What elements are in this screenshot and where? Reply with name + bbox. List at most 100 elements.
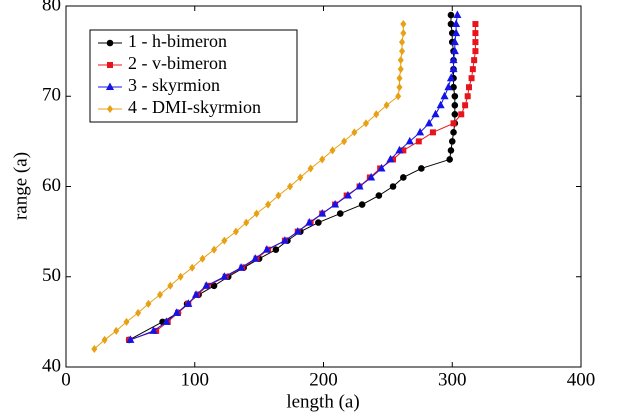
point [211,245,218,254]
point [429,129,436,136]
point [452,28,461,37]
point [106,39,114,47]
point [106,104,114,114]
point [319,155,326,164]
point [440,91,449,100]
point [431,109,440,118]
point [113,326,120,335]
point [448,138,456,145]
x-tick-label: 300 [438,369,467,390]
point [135,308,142,317]
point [101,335,108,344]
y-axis-label: range (a) [10,152,31,220]
point [400,174,407,181]
point [105,82,115,90]
point [307,164,314,173]
point [451,111,459,118]
point [293,227,302,235]
point [373,110,380,119]
point [355,181,364,190]
point [450,129,457,136]
point [243,218,250,227]
point [351,128,358,137]
y-tick-label: 70 [42,85,61,106]
point [189,263,196,272]
x-tick-label: 0 [61,369,71,390]
point [237,263,246,271]
point [400,20,407,29]
point [362,119,370,128]
point [464,93,471,100]
point [405,136,414,145]
point [172,308,181,316]
x-tick-label: 200 [309,369,338,390]
point [287,182,294,191]
point [329,146,336,155]
point [395,145,404,154]
point [472,48,479,55]
point [383,101,390,110]
point [395,92,402,101]
point [167,281,174,290]
point [145,299,152,308]
point [199,254,206,263]
x-axis-label: length (a) [286,391,359,412]
point [343,190,352,199]
point [444,82,453,91]
point [336,210,344,217]
point [446,73,455,82]
point [472,39,479,46]
legend-label: 2 - v-bimeron [128,53,227,73]
legend-label: 1 - h-bimeron [128,31,227,51]
point [446,156,453,163]
point [471,57,478,64]
point [447,11,455,19]
point [177,272,184,281]
point [192,290,201,298]
point [221,236,228,245]
point [318,209,327,217]
point [453,10,462,19]
point [331,199,340,208]
legend-box [89,29,298,123]
point [450,120,457,127]
point [202,281,211,289]
y-tick-label: 80 [42,0,61,15]
point [386,154,395,163]
point [377,163,386,172]
point [472,21,479,28]
point [107,62,113,68]
point [449,64,458,73]
point [416,127,425,136]
x-tick-label: 400 [567,369,596,390]
point [397,65,404,74]
point [162,317,171,325]
point [415,138,422,145]
point [265,200,272,209]
point [253,209,260,218]
point [389,183,397,190]
point [450,37,459,46]
point [396,74,403,83]
point [397,56,404,65]
legend-label: 4 - DMI-skyrmion [128,97,261,117]
point [123,317,130,326]
point [465,84,472,91]
point [452,19,461,28]
point [149,326,158,334]
x-tick-label: 100 [181,369,210,390]
point [451,92,459,100]
point [184,299,193,307]
point [275,191,282,200]
point [220,272,229,280]
point [262,245,271,253]
y-tick-label: 60 [42,175,61,196]
point [367,172,376,181]
point [396,83,403,92]
point [232,227,239,236]
legend-label: 3 - skyrmion [128,75,220,95]
point [315,219,322,226]
point [436,100,445,109]
point [468,75,475,82]
